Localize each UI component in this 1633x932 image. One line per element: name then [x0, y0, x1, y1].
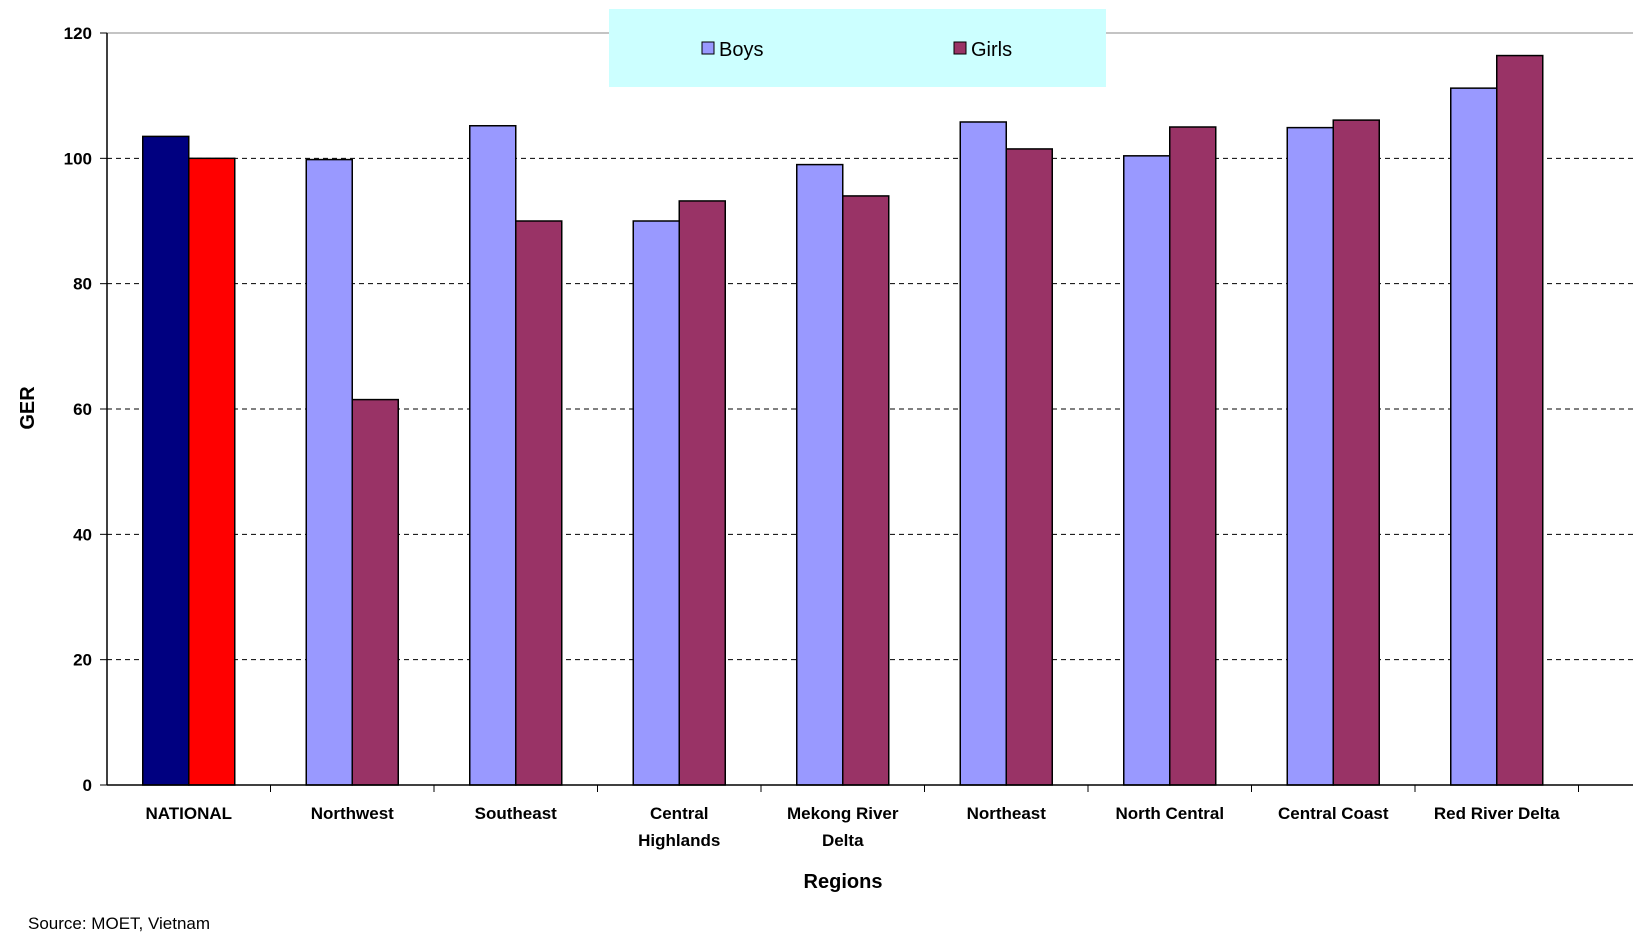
bar-boys-0 [142, 135, 190, 786]
x-category-label: Northwest [311, 804, 394, 823]
x-category-labels: NATIONAL Northwest Southeast Central Highlan… [145, 804, 1560, 850]
legend-swatch-boys [701, 41, 715, 55]
bar-boys-2 [469, 124, 517, 786]
bar-girls-0 [188, 157, 236, 786]
legend-label-boys: Boys [719, 39, 763, 61]
y-axis-title: GER [17, 386, 39, 430]
bar-girls-7 [1332, 119, 1380, 786]
y-tick-label: 80 [73, 275, 92, 294]
legend-swatch-girls [953, 41, 967, 55]
legend-background [609, 9, 1106, 87]
bar-girls-1 [351, 398, 399, 786]
x-axis-title: Regions [804, 871, 883, 893]
x-category-label: Northeast [967, 804, 1047, 823]
bar-boys-4 [796, 163, 844, 786]
bars [142, 54, 1544, 786]
axes [100, 32, 1633, 792]
legend-label-girls: Girls [971, 39, 1012, 61]
bar-girls-6 [1169, 126, 1217, 786]
y-tick-label: 100 [64, 149, 92, 168]
legend: Boys Girls [609, 9, 1106, 87]
x-category-label: Mekong River [787, 804, 899, 823]
bar-girls-2 [515, 220, 563, 786]
bar-boys-5 [959, 121, 1007, 786]
x-category-label: Delta [822, 831, 864, 850]
x-category-label: Southeast [475, 804, 558, 823]
bar-boys-7 [1286, 126, 1334, 786]
y-tick-label: 0 [83, 776, 92, 795]
x-category-label: NATIONAL [145, 804, 232, 823]
bar-boys-3 [632, 220, 680, 786]
bar-girls-3 [678, 200, 726, 786]
bar-boys-1 [305, 158, 353, 786]
bar-boys-6 [1123, 155, 1171, 786]
bar-girls-5 [1005, 148, 1053, 786]
x-category-label: North Central [1115, 804, 1224, 823]
y-tick-label: 120 [64, 24, 92, 43]
y-tick-label: 20 [73, 651, 92, 670]
bar-boys-8 [1450, 87, 1498, 786]
y-tick-label: 40 [73, 525, 92, 544]
bar-girls-8 [1496, 54, 1544, 786]
y-tick-label: 60 [73, 400, 92, 419]
x-category-label: Central [650, 804, 709, 823]
x-category-label: Highlands [638, 831, 720, 850]
source-note: Source: MOET, Vietnam [28, 914, 210, 932]
x-category-label: Central Coast [1278, 804, 1389, 823]
y-tick-labels: 0 20 40 60 80 100 120 [64, 24, 92, 795]
bar-girls-4 [842, 195, 890, 786]
x-category-label: Red River Delta [1434, 804, 1560, 823]
